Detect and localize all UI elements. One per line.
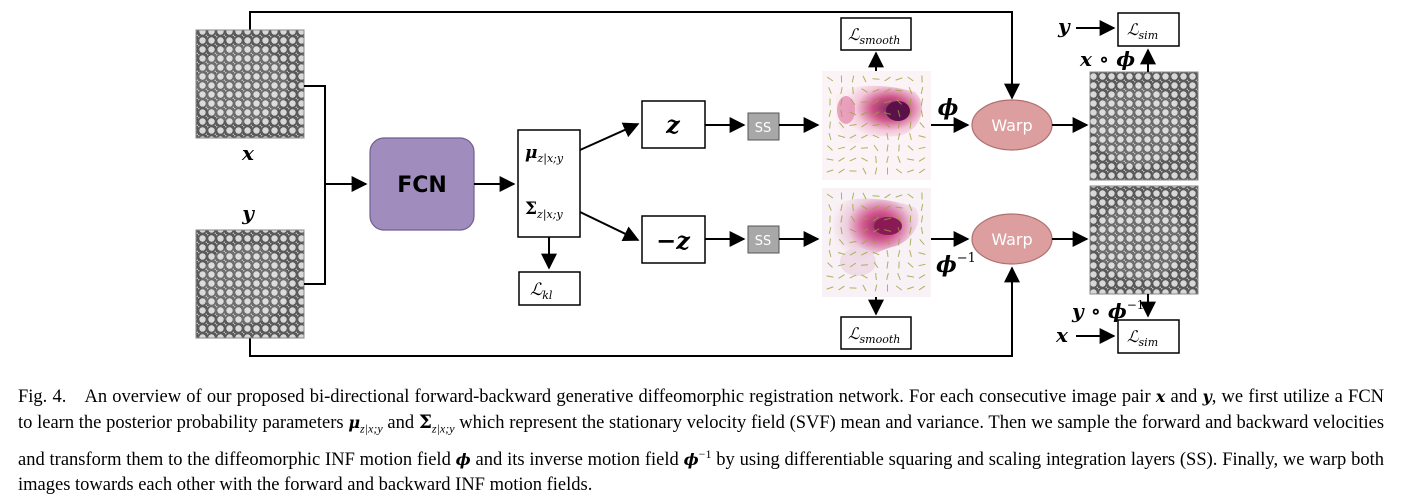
sigma-subscript: z|x;y <box>536 208 563 222</box>
sim-bottom-input-label: x <box>1055 323 1069 347</box>
loss-sim-top-symbol: ℒ <box>1127 20 1139 39</box>
merge-lines <box>304 86 325 284</box>
caption-x: x <box>1156 387 1166 406</box>
caption-y: y <box>1202 387 1211 406</box>
loss-smooth-bottom-sub: smooth <box>860 333 901 346</box>
svg-text:ϕ−1: ϕ−1 <box>936 251 976 278</box>
x-image <box>196 30 304 138</box>
caption-line1: An overview of our proposed bi-direction… <box>85 387 1151 407</box>
neg-z-label: −z <box>656 226 691 255</box>
vector-arrow <box>853 87 854 94</box>
caption-sigma-sub: z|x;y <box>432 422 455 436</box>
caption-fig-label: Fig. 4. <box>18 387 66 407</box>
loss-smooth-top-sub: smooth <box>860 34 901 47</box>
inverse-motion-field-image <box>822 188 931 297</box>
caption-sigma: Σ <box>419 412 432 433</box>
loss-sim-top-sub: sim <box>1139 29 1159 42</box>
ss-bottom-label: SS <box>755 234 772 249</box>
loss-smooth-bottom-symbol: ℒ <box>848 324 860 343</box>
caption-phi-inv-sup: −1 <box>699 447 712 461</box>
warp-top-label: Warp <box>991 116 1032 135</box>
loss-kl-sub: kl <box>542 289 553 302</box>
warped-x-image <box>1090 72 1198 180</box>
caption-mu-sub: z|x;y <box>360 422 383 436</box>
y-image <box>196 230 304 338</box>
vector-arrow <box>876 156 877 163</box>
registration-network-diagram: x y FCN μz|x;y Σz|x;y ℒkl z −z SS SS <box>0 0 1401 380</box>
vector-arrow <box>876 273 877 280</box>
x-label: x <box>241 141 255 165</box>
y-label: y <box>241 201 255 225</box>
caption-phi: ϕ <box>456 450 471 469</box>
sim-top-input-label: y <box>1057 14 1071 38</box>
warped-y-image <box>1090 186 1198 294</box>
loss-sim-bottom-sub: sim <box>1139 336 1159 349</box>
figure-caption: Fig. 4. An overview of our proposed bi-d… <box>18 384 1384 498</box>
caption-and2: and <box>387 413 414 433</box>
x-warped-label: x ∘ ϕ <box>1079 47 1135 71</box>
fcn-label: FCN <box>397 173 447 198</box>
caption-line3b: and its inverse motion field <box>476 450 679 470</box>
caption-phi-inv: ϕ <box>684 450 699 469</box>
phi-inv-sup: −1 <box>957 251 976 266</box>
loss-kl-symbol: ℒ <box>530 280 543 300</box>
sigma-label: Σ <box>525 199 537 219</box>
warp-bottom-label: Warp <box>991 230 1032 249</box>
y-warped-sup: −1 <box>1127 298 1145 312</box>
loss-smooth-top-symbol: ℒ <box>848 25 860 44</box>
caption-mu: μ <box>348 413 360 432</box>
mu-subscript: z|x;y <box>536 152 563 166</box>
ss-top-label: SS <box>755 121 772 136</box>
z-label: z <box>665 110 681 139</box>
mu-label: μ <box>525 143 537 163</box>
caption-and1: and <box>1171 387 1198 407</box>
phi-inv-label: ϕ <box>936 252 957 278</box>
vector-arrow <box>853 204 854 211</box>
loss-sim-bottom-symbol: ℒ <box>1127 327 1139 346</box>
forward-motion-field-image <box>822 71 931 180</box>
phi-label: ϕ <box>938 95 959 121</box>
